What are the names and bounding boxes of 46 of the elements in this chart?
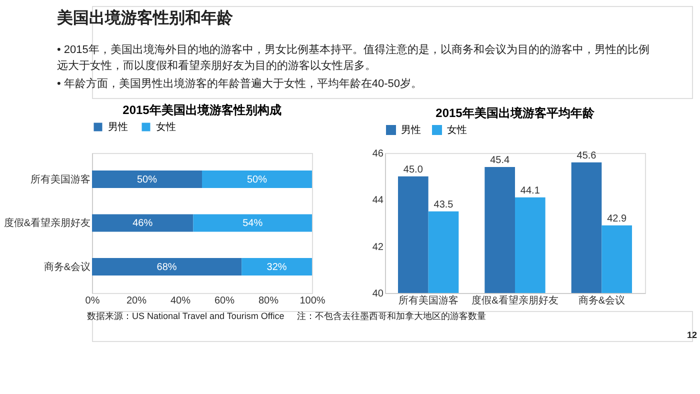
y-tick-label: 40 xyxy=(372,288,384,300)
legend-label: 男性 xyxy=(108,121,128,133)
data-label: 50% xyxy=(136,174,158,186)
text: • 年龄方面，美国男性出境游客的年龄普遍大于女性，平均年龄在40-50岁。 xyxy=(57,77,422,90)
chart-title: 2015年美国出境游客性别构成 xyxy=(122,103,282,117)
legend-label: 女性 xyxy=(156,121,176,133)
source-note: 数据来源：US National Travel and Tourism Office xyxy=(87,311,284,321)
y-tick-label: 度假&看望亲朋好友 xyxy=(4,217,90,229)
bar xyxy=(92,170,202,188)
data-label: 68% xyxy=(156,262,177,273)
text: 12 xyxy=(686,330,697,340)
x-tick-label: 40% xyxy=(170,296,191,306)
x-tick-label: 商务&会议 xyxy=(578,294,626,306)
y-tick-label: 商务&会议 xyxy=(44,260,90,273)
data-label: 50% xyxy=(246,174,268,186)
x-tick-label: 度假&看望亲朋好友 xyxy=(472,294,558,306)
x-tick-label: 100% xyxy=(300,296,326,306)
y-tick-label: 44 xyxy=(372,195,384,206)
data-label: 45.6 xyxy=(576,150,597,162)
chart-title: 2015年美国出境游客平均年龄 xyxy=(436,106,596,120)
data-label: 43.5 xyxy=(434,199,454,210)
x-tick-label: 0% xyxy=(85,296,100,306)
bar xyxy=(92,214,194,232)
y-tick-label: 42 xyxy=(372,242,384,253)
bar xyxy=(92,258,242,276)
bar xyxy=(242,258,312,276)
text: 注：不包含去往墨西哥和加拿大地区的游客数量 xyxy=(297,311,486,321)
data-label: 45.4 xyxy=(490,155,510,166)
y-tick-label: 46 xyxy=(372,148,384,160)
bar xyxy=(193,214,312,232)
data-label: 54% xyxy=(242,218,263,229)
x-tick-label: 所有美国游客 xyxy=(398,294,458,306)
x-tick-label: 60% xyxy=(214,296,235,306)
text: 美国出境游客性别和年龄 xyxy=(56,8,234,27)
legend-label: 女性 xyxy=(447,124,467,136)
y-tick-label: 所有美国游客 xyxy=(30,173,90,186)
data-label: 45.0 xyxy=(403,164,424,176)
legend-label: 男性 xyxy=(401,124,421,136)
data-label: 42.9 xyxy=(607,213,627,224)
x-tick-label: 20% xyxy=(126,296,147,306)
data-label: 44.1 xyxy=(520,185,540,196)
text: • 2015年，美国出境海外目的地的游客中，男女比例基本持平。值得注意的是，以商务和会议为目的的游客中，男性的比例远大于女性，而以度假和看望亲朋好友为目的的游客以女性居多。 xyxy=(57,43,650,72)
data-label: 32% xyxy=(266,262,287,273)
x-tick-label: 80% xyxy=(258,296,279,306)
bar xyxy=(202,170,312,188)
data-label: 46% xyxy=(132,218,153,229)
